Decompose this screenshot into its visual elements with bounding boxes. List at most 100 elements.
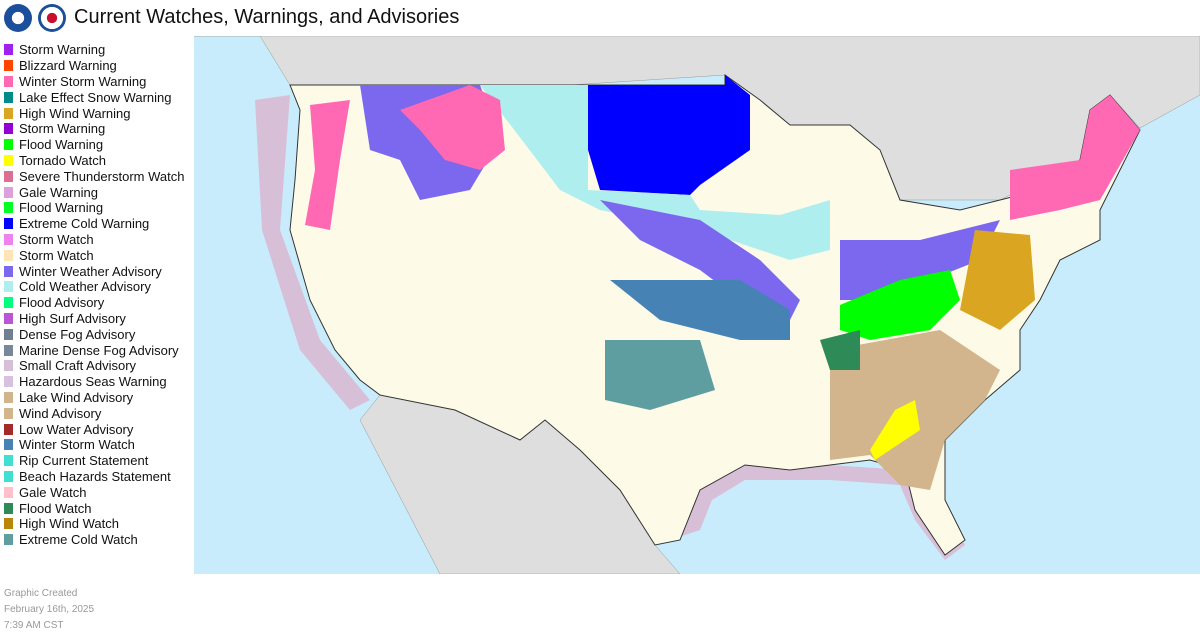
legend-swatch xyxy=(4,186,13,198)
legend-item: Gale Warning xyxy=(4,184,184,200)
footer: Graphic Created February 16th, 2025 7:39 A… xyxy=(4,586,94,632)
legend-item: Dense Fog Advisory xyxy=(4,326,184,342)
legend-swatch xyxy=(4,423,13,435)
legend-item: Flood Watch xyxy=(4,500,184,516)
legend-label: Flood Warning xyxy=(19,200,104,216)
legend-item: Storm Warning xyxy=(4,121,184,137)
legend-item: Marine Dense Fog Advisory xyxy=(4,342,184,358)
legend-swatch xyxy=(4,297,13,309)
legend-label: High Surf Advisory xyxy=(19,310,126,326)
nws-logo xyxy=(38,4,66,32)
legend-swatch xyxy=(4,439,13,451)
legend-item: Cold Weather Advisory xyxy=(4,279,184,295)
legend-item: Winter Weather Advisory xyxy=(4,263,184,279)
legend-label: Dense Fog Advisory xyxy=(19,326,136,342)
legend-item: Lake Wind Advisory xyxy=(4,390,184,406)
legend-swatch xyxy=(4,75,13,87)
legend-swatch xyxy=(4,107,13,119)
legend: Storm Warning Blizzard Warning Winter Stor… xyxy=(4,42,184,548)
legend-item: Storm Warning xyxy=(4,42,184,58)
legend-label: Lake Effect Snow Warning xyxy=(19,89,172,105)
legend-label: Winter Storm Watch xyxy=(19,437,135,453)
hazard-area xyxy=(610,280,790,340)
legend-label: Beach Hazards Statement xyxy=(19,468,171,484)
legend-swatch xyxy=(4,486,13,498)
legend-swatch xyxy=(4,265,13,277)
legend-swatch xyxy=(4,534,13,546)
hazard-area xyxy=(605,340,715,410)
legend-swatch xyxy=(4,154,13,166)
legend-swatch xyxy=(4,233,13,245)
title: Current Watches, Warnings, and Advisorie… xyxy=(74,6,460,28)
legend-label: Cold Weather Advisory xyxy=(19,279,151,295)
legend-item: Extreme Cold Watch xyxy=(4,532,184,548)
legend-label: Tornado Watch xyxy=(19,152,106,168)
legend-swatch xyxy=(4,344,13,356)
legend-label: Extreme Cold Watch xyxy=(19,532,138,548)
legend-label: Storm Warning xyxy=(19,42,106,58)
legend-item: Rip Current Statement xyxy=(4,453,184,469)
legend-label: High Wind Warning xyxy=(19,105,131,121)
legend-label: Blizzard Warning xyxy=(19,58,117,74)
footer-line: Graphic Created xyxy=(4,588,78,599)
legend-label: Flood Warning xyxy=(19,137,104,153)
legend-swatch xyxy=(4,502,13,514)
legend-item: Small Craft Advisory xyxy=(4,358,184,374)
legend-item: Winter Storm Watch xyxy=(4,437,184,453)
map xyxy=(194,36,1200,574)
legend-item: Hazardous Seas Warning xyxy=(4,374,184,390)
legend-label: Small Craft Advisory xyxy=(19,358,137,374)
legend-item: Lake Effect Snow Warning xyxy=(4,89,184,105)
legend-swatch xyxy=(4,376,13,388)
legend-item: Blizzard Warning xyxy=(4,58,184,74)
legend-label: Low Water Advisory xyxy=(19,421,134,437)
legend-label: Winter Storm Warning xyxy=(19,73,147,89)
hazard-area xyxy=(400,85,505,170)
legend-label: High Wind Watch xyxy=(19,516,119,532)
legend-item: Winter Storm Warning xyxy=(4,74,184,90)
hazard-area xyxy=(820,330,860,370)
legend-item: Storm Watch xyxy=(4,247,184,263)
legend-swatch xyxy=(4,518,13,530)
legend-item: Storm Watch xyxy=(4,232,184,248)
legend-label: Rip Current Statement xyxy=(19,453,149,469)
legend-swatch xyxy=(4,312,13,324)
legend-swatch xyxy=(4,60,13,72)
legend-swatch xyxy=(4,360,13,372)
legend-item: Flood Warning xyxy=(4,200,184,216)
hazard-area xyxy=(1010,95,1140,220)
noaa-logo xyxy=(4,4,32,32)
hazard-area xyxy=(840,270,960,340)
hazard-area xyxy=(960,230,1035,330)
hazard-area xyxy=(840,220,1000,300)
footer-line: February 16th, 2025 xyxy=(4,604,95,615)
hazard-area xyxy=(305,100,350,230)
legend-item: Wind Advisory xyxy=(4,405,184,421)
hazard-area xyxy=(480,85,830,260)
legend-label: Storm Watch xyxy=(19,247,94,263)
legend-item: High Wind Watch xyxy=(4,516,184,532)
legend-label: Storm Warning xyxy=(19,121,106,137)
legend-item: Low Water Advisory xyxy=(4,421,184,437)
legend-label: Flood Advisory xyxy=(19,295,105,311)
legend-swatch xyxy=(4,470,13,482)
legend-item: Flood Advisory xyxy=(4,295,184,311)
legend-item: Extreme Cold Warning xyxy=(4,216,184,232)
legend-label: Winter Weather Advisory xyxy=(19,263,162,279)
hazard-area xyxy=(588,75,750,195)
legend-label: Storm Watch xyxy=(19,231,94,247)
footer-line: 7:39 AM CST xyxy=(4,620,64,631)
legend-swatch xyxy=(4,123,13,135)
marine-zone xyxy=(255,95,370,410)
legend-item: Beach Hazards Statement xyxy=(4,469,184,485)
legend-swatch xyxy=(4,91,13,103)
legend-swatch xyxy=(4,170,13,182)
hazard-area xyxy=(870,400,920,460)
legend-item: High Wind Warning xyxy=(4,105,184,121)
legend-item: Tornado Watch xyxy=(4,153,184,169)
legend-label: Flood Watch xyxy=(19,500,92,516)
legend-swatch xyxy=(4,44,13,56)
legend-swatch xyxy=(4,407,13,419)
legend-swatch xyxy=(4,218,13,230)
legend-label: Lake Wind Advisory xyxy=(19,389,134,405)
